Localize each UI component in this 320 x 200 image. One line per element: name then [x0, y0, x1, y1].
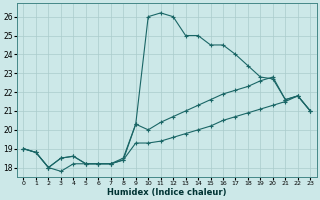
X-axis label: Humidex (Indice chaleur): Humidex (Indice chaleur)	[107, 188, 227, 197]
